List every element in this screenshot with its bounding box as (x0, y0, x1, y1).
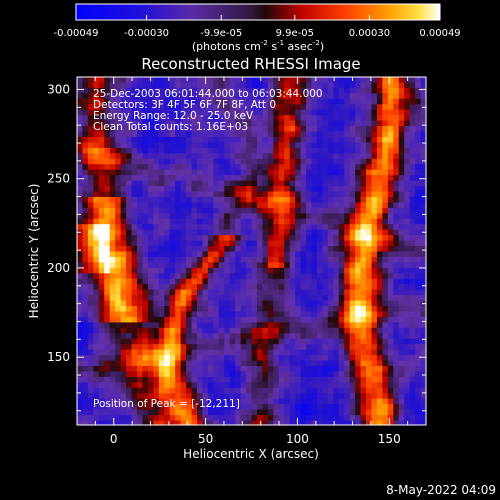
annotations: 25-Dec-2003 06:01:44.000 to 06:03:44.000… (93, 88, 323, 410)
footer-date: 8-May-2022 04:09 (386, 483, 496, 497)
x-axis: 0 50 100 150 (94, 77, 427, 446)
y-tick-label: 250 (47, 172, 70, 186)
x-tick-label: 0 (110, 432, 118, 446)
annotation-peak: Position of Peak = [-12,211] (93, 398, 240, 410)
colorbar-tick-label: -0.00030 (124, 28, 169, 39)
x-tick-label: 100 (286, 432, 309, 446)
x-tick-label: 150 (378, 432, 401, 446)
annotation-energy: Energy Range: 12.0 - 25.0 keV (93, 110, 254, 122)
colorbar-frame (75, 3, 441, 21)
y-axis: 150 200 250 300 (47, 82, 426, 412)
y-tick-label: 150 (47, 350, 70, 364)
y-tick-label: 300 (47, 82, 70, 96)
colorbar-tick-label: 0.00030 (349, 28, 390, 39)
chart-title: Reconstructed RHESSI Image (141, 55, 360, 73)
annotation-time: 25-Dec-2003 06:01:44.000 to 06:03:44.000 (93, 88, 323, 100)
x-axis-label: Heliocentric X (arcsec) (183, 447, 319, 461)
annotation-clean: Clean Total counts: 1.16E+03 (93, 121, 248, 133)
plot-frame (76, 76, 427, 426)
colorbar-gradient (76, 4, 440, 20)
y-tick-label: 200 (47, 261, 70, 275)
y-axis-label: Heliocentric Y (arcsec) (27, 184, 41, 319)
colorbar-tick-label: -9.9e-05 (200, 28, 242, 39)
colorbar-tick-label: -0.00049 (54, 28, 99, 39)
colorbar-unit: (photons cm-2 s-1 asec-2) (192, 39, 324, 53)
annotation-detectors: Detectors: 3F 4F 5F 6F 7F 8F, Att 0 (93, 99, 276, 111)
colorbar-ticks: -0.00049 -0.00030 -9.9e-05 9.9e-05 0.00030 0.… (54, 15, 461, 39)
colorbar: -0.00049 -0.00030 -9.9e-05 9.9e-05 0.00030 0.… (54, 3, 461, 53)
x-tick-label: 50 (198, 432, 213, 446)
colorbar-tick-label: 9.9e-05 (276, 28, 314, 39)
heatmap-image (77, 77, 426, 425)
colorbar-tick-label: 0.00049 (419, 28, 460, 39)
